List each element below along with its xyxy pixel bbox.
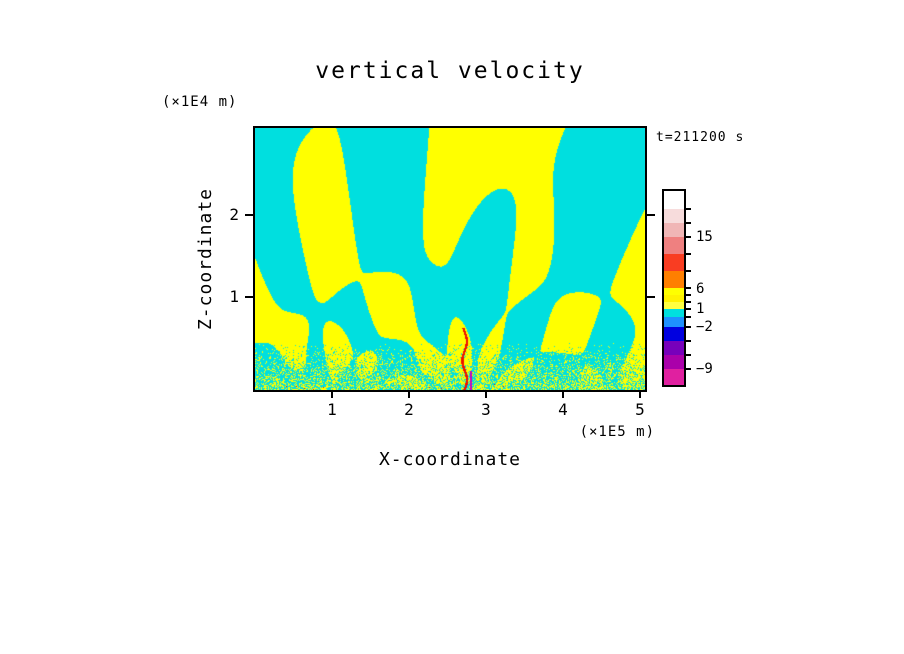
colorbar-label: −9 — [696, 361, 713, 378]
z-axis-tick — [245, 295, 253, 298]
colorbar-tick — [686, 221, 691, 224]
heatmap-canvas — [255, 128, 645, 390]
colorbar-tick — [686, 235, 691, 238]
colorbar-segment — [664, 208, 684, 223]
z-tick-label: 1 — [229, 286, 239, 306]
colorbar-segment — [664, 295, 684, 303]
colorbar-tick — [686, 326, 691, 329]
x-axis-units: (×1E5 m) — [579, 424, 655, 440]
colorbar-label: 6 — [696, 280, 705, 297]
z-axis-tick — [245, 213, 253, 216]
colorbar-segment — [664, 253, 684, 271]
chart-title: vertical velocity — [315, 58, 585, 84]
colorbar-segment — [664, 302, 684, 310]
colorbar-tick — [686, 207, 691, 210]
x-tick-label: 2 — [404, 400, 414, 419]
x-tick-label: 4 — [558, 400, 568, 419]
z-axis-label: Z-coordinate — [195, 187, 216, 331]
x-axis-tick — [484, 392, 487, 398]
x-axis-tick — [408, 392, 410, 398]
colorbar-segment — [664, 327, 684, 342]
colorbar-segment — [664, 341, 684, 356]
z-axis-tick-right — [647, 213, 655, 216]
colorbar-tick — [686, 269, 691, 272]
colorbar-tick — [686, 368, 691, 371]
colorbar-tick — [686, 294, 691, 297]
x-axis-tick — [639, 392, 641, 398]
x-axis-tick — [561, 392, 564, 398]
colorbar-label: 1 — [696, 301, 705, 318]
x-axis-label: X-coordinate — [378, 449, 522, 470]
colorbar-tick — [686, 252, 691, 255]
colorbar-segment — [664, 288, 684, 296]
x-tick-label: 5 — [635, 400, 645, 419]
colorbar-label: −2 — [696, 319, 713, 336]
z-axis-tick-right — [647, 295, 655, 298]
colorbar-segment — [664, 317, 684, 328]
colorbar-label: 15 — [696, 228, 713, 245]
colorbar-segment — [664, 369, 684, 385]
z-tick-label: 2 — [229, 204, 239, 224]
timestamp: t=211200 s — [656, 130, 745, 145]
x-axis-tick — [330, 392, 333, 398]
colorbar-segment — [664, 191, 684, 209]
colorbar-tick — [686, 340, 691, 343]
colorbar-tick — [686, 316, 691, 319]
colorbar-segment — [664, 222, 684, 237]
colorbar-segment — [664, 355, 684, 370]
colorbar-segment — [664, 270, 684, 289]
colorbar-segment — [664, 236, 684, 254]
colorbar-tick — [686, 354, 691, 357]
z-axis-units: (×1E4 m) — [162, 94, 238, 110]
colorbar-tick — [686, 301, 691, 304]
x-tick-label: 3 — [481, 400, 491, 419]
colorbar-segment — [664, 309, 684, 318]
colorbar-tick — [686, 308, 691, 311]
x-tick-label: 1 — [327, 400, 337, 419]
colorbar-tick — [686, 287, 691, 290]
